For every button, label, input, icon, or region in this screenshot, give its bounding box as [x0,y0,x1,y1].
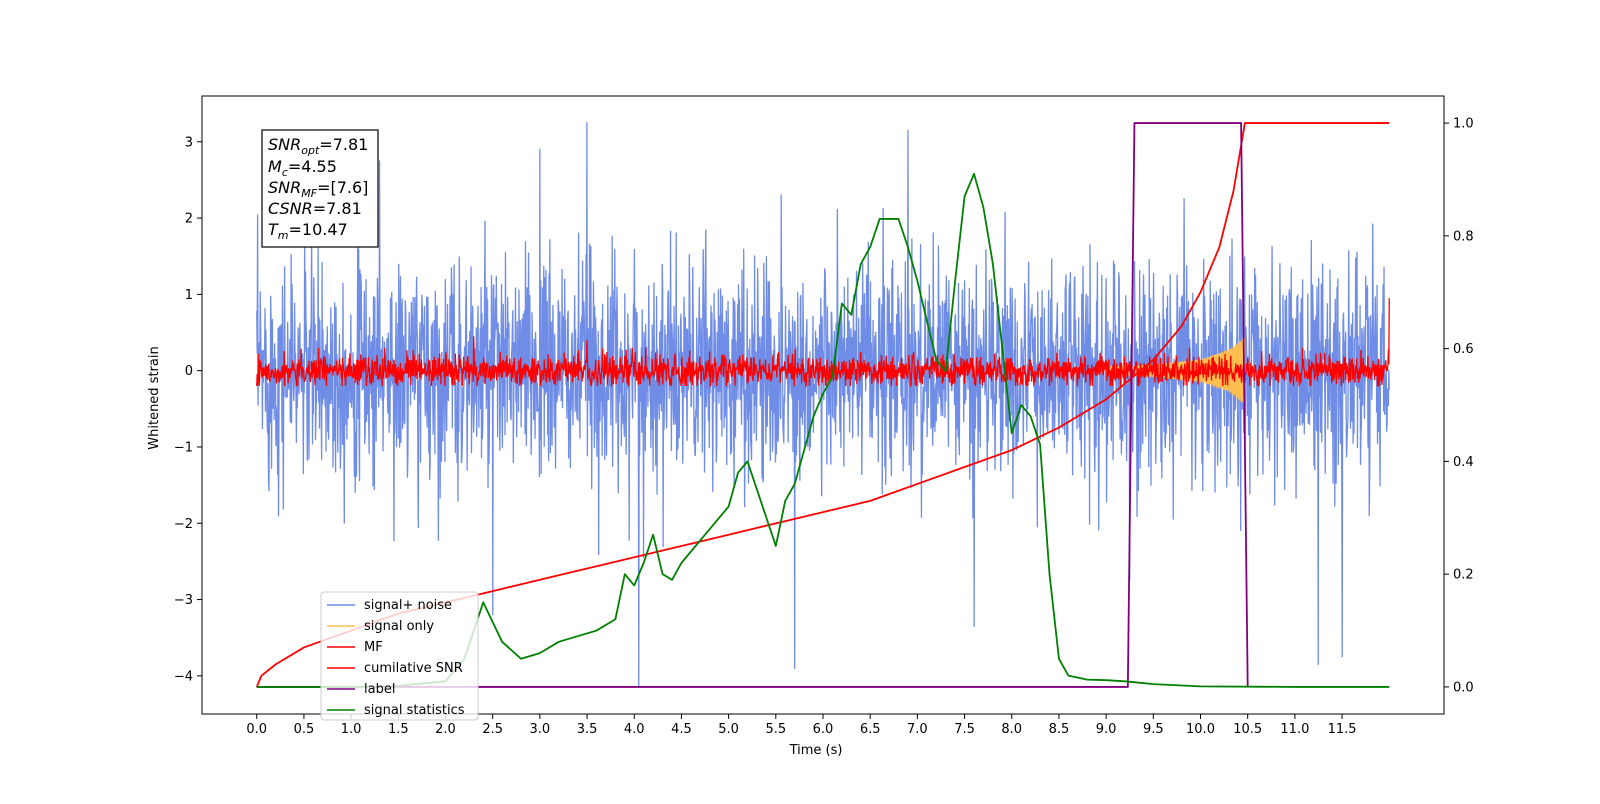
y-tick-label: −1 [174,440,193,455]
annotation-snr-mf: SNRMF=[7.6] [268,178,368,200]
y-tick-label: 3 [185,135,193,150]
x-tick-label: 10.5 [1233,722,1262,737]
x-tick-label: 10.0 [1186,722,1215,737]
legend-label: signal+ noise [364,598,452,613]
legend-item-signal-statistics: signal statistics [327,703,465,718]
legend-item-signal-noise: signal+ noise [327,598,452,613]
annotation-mc: Mc=4.55 [268,157,337,179]
y2-tick-label: 0.8 [1453,229,1474,244]
legend-item-signal-only: signal only [327,619,434,634]
x-axis-label: Time (s) [789,743,843,758]
y-tick-label: 2 [185,212,193,227]
legend-item-label: label [327,682,395,697]
series-signal-statistics [256,172,1390,688]
y2-tick-label: 0.0 [1453,680,1474,695]
legend-item-cumilative-snr: cumilative SNR [327,661,463,676]
x-tick-label: 6.5 [860,722,881,737]
x-tick-label: 7.0 [907,722,928,737]
x-tick-label: 8.0 [1001,722,1022,737]
y-tick-label: −3 [174,593,193,608]
annotation-box: SNRopt=7.81 Mc=4.55 SNRMF=[7.6] CSNR=7.8… [261,129,379,248]
x-tick-label: 11.5 [1328,722,1357,737]
y-axis-label: Whitened strain [147,346,162,449]
x-tick-label: 3.5 [577,722,598,737]
legend-label: signal only [364,619,434,634]
legend-label: signal statistics [364,703,465,718]
series-label [256,122,1249,688]
y-tick-label: 1 [185,288,193,303]
x-tick-label: 3.0 [530,722,551,737]
x-tick-label: 2.5 [482,722,503,737]
legend-label: label [364,682,395,697]
x-tick-label: 0.5 [294,722,315,737]
annotation-csnr: CSNR=7.81 [268,199,362,218]
x-tick-label: 0.0 [246,722,267,737]
series-mf [256,298,1390,389]
y2-tick-label: 0.2 [1453,568,1474,583]
legend-label: MF [364,640,383,655]
x-tick-label: 9.5 [1143,722,1164,737]
x-tick-label: 5.5 [765,722,786,737]
annotation-snr-opt: SNRopt=7.81 [268,135,368,157]
series-signal-noise [256,122,1390,688]
x-tick-label: 8.5 [1049,722,1070,737]
y2-tick-label: 0.6 [1453,342,1474,357]
x-tick-label: 1.0 [341,722,362,737]
y-tick-label: −2 [174,517,193,532]
y2-tick-label: 0.4 [1453,455,1474,470]
legend-frame [320,591,479,721]
x-tick-label: 2.0 [435,722,456,737]
legend-label: cumilative SNR [364,661,463,676]
annotation-tm: Tm=10.47 [268,220,348,242]
y2-tick-label: 1.0 [1453,117,1474,132]
x-tick-label: 4.5 [671,722,692,737]
legend-item-mf: MF [327,640,383,655]
legend: signal+ noise signal only MF cumilative … [320,591,479,721]
x-tick-label: 1.5 [388,722,409,737]
x-tick-label: 7.5 [954,722,975,737]
y-tick-label: 0 [185,364,193,379]
annotation-frame [261,129,379,248]
y-tick-label: −4 [174,669,193,684]
axes-layer: 0.0 0.5 1.0 1.5 2.0 2.5 3.0 3.5 4.0 4.5 5.0 5.5 6.0 6… [174,95,1474,737]
x-tick-label: 6.0 [813,722,834,737]
x-tick-label: 4.0 [624,722,645,737]
x-tick-label: 11.0 [1280,722,1309,737]
x-tick-label: 9.0 [1096,722,1117,737]
x-tick-label: 5.0 [718,722,739,737]
